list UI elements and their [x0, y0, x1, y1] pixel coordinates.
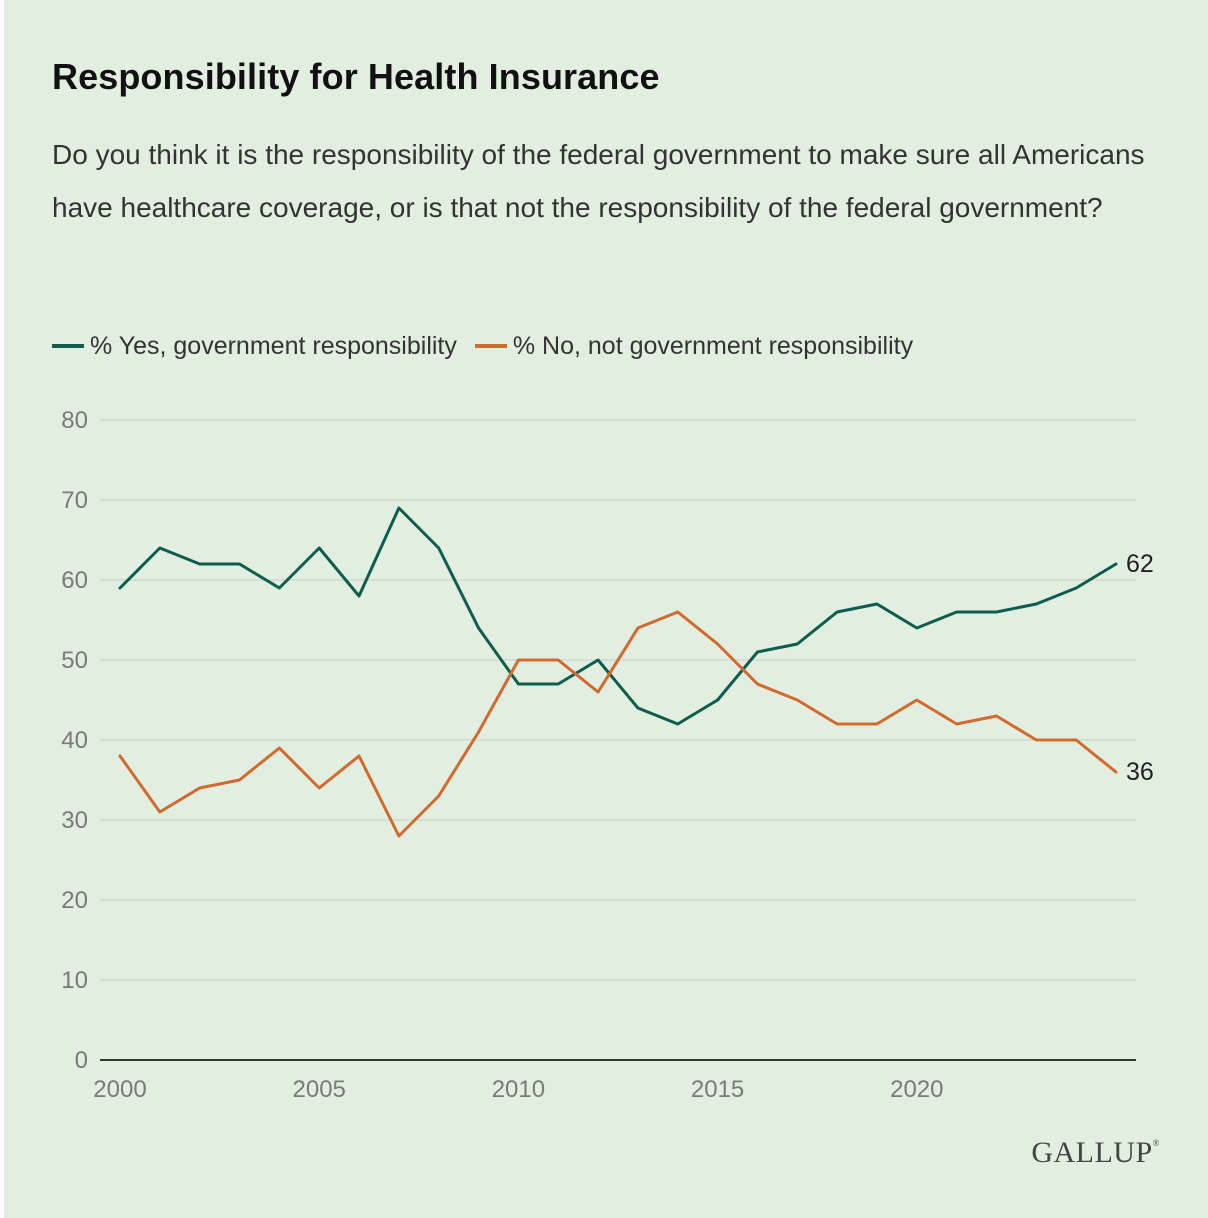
legend-swatch-no — [474, 344, 507, 348]
y-tick-label-0: 0 — [75, 1047, 88, 1074]
x-tick-label-2000: 2000 — [93, 1076, 146, 1103]
chart-subtitle: Do you think it is the responsibility of… — [52, 139, 1145, 223]
y-tick-label-60: 60 — [61, 567, 88, 594]
y-tick-label-30: 30 — [61, 807, 88, 834]
end-label-no: 36 — [1126, 758, 1154, 786]
series-line-no — [118, 610, 1118, 838]
gallup-logo: GALLUP® — [1031, 1136, 1160, 1170]
x-tick-label-2010: 2010 — [492, 1076, 545, 1103]
registered-mark: ® — [1152, 1138, 1160, 1148]
end-label-yes: 62 — [1126, 550, 1154, 578]
y-tick-label-80: 80 — [61, 407, 88, 434]
y-tick-label-40: 40 — [61, 727, 88, 754]
x-tick-label-2020: 2020 — [890, 1076, 943, 1103]
series-line-yes — [118, 506, 1118, 726]
y-tick-label-10: 10 — [61, 967, 88, 994]
legend-label-yes: % Yes, government responsibility — [90, 331, 457, 360]
x-tick-label-2005: 2005 — [293, 1076, 346, 1103]
y-tick-label-20: 20 — [61, 887, 88, 914]
legend-label-no: % No, not government responsibility — [512, 331, 914, 360]
brand-name: GALLUP — [1031, 1136, 1153, 1169]
legend-item-no: % No, not government responsibility — [474, 331, 914, 361]
legend-swatch-yes — [52, 344, 84, 348]
chart-title: Responsibility for Health Insurance — [52, 56, 660, 97]
chart-legend: % Yes, government responsibility % No, n… — [52, 328, 931, 364]
y-tick-label-70: 70 — [61, 487, 88, 514]
y-tick-label-50: 50 — [61, 647, 88, 674]
x-tick-label-2015: 2015 — [691, 1076, 744, 1103]
legend-item-yes: % Yes, government responsibility — [52, 332, 457, 361]
